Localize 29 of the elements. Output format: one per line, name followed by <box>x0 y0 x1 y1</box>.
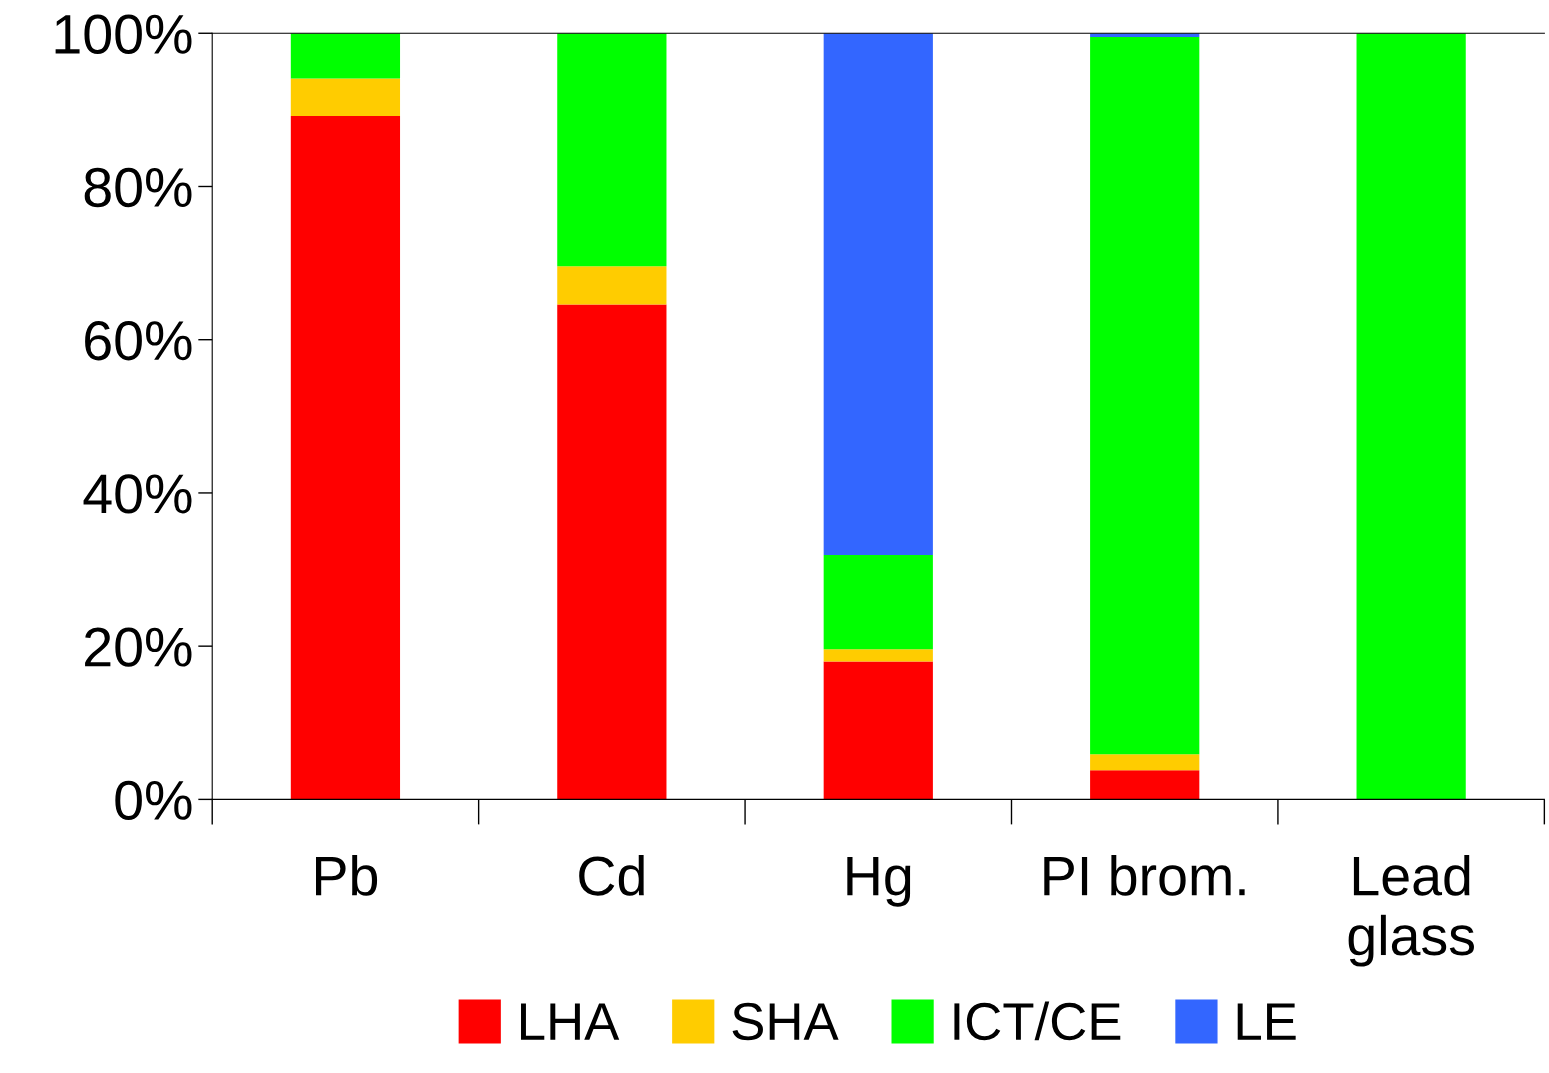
legend-label: SHA <box>732 1002 839 1041</box>
bar <box>1090 770 1200 800</box>
y-tick-label: 20% <box>85 627 192 667</box>
y-tick-label: 0% <box>115 780 192 821</box>
bar <box>557 304 667 800</box>
bar <box>823 554 933 650</box>
bar <box>557 266 667 305</box>
y-tick-label: 100% <box>55 14 192 54</box>
bar <box>290 78 401 116</box>
bar <box>823 661 933 800</box>
bar <box>290 116 401 800</box>
bar <box>290 33 401 79</box>
x-tick-label: Pb <box>316 854 378 896</box>
legend-label: LHA <box>521 1003 620 1040</box>
x-tick-label: Cd <box>579 854 644 896</box>
bar <box>557 33 667 267</box>
bar <box>1356 33 1466 800</box>
bar <box>1090 754 1200 771</box>
x-tick-label: PI brom. <box>1044 854 1245 896</box>
bar <box>823 33 933 555</box>
y-tick-label: 60% <box>85 321 192 361</box>
bar <box>823 649 933 662</box>
x-tick-label: Hg <box>847 856 911 907</box>
legend-label: LE <box>1237 1003 1296 1040</box>
y-tick-label: 40% <box>83 474 192 514</box>
bar <box>1090 37 1200 755</box>
x-tick-label: Lead glass <box>1348 854 1474 967</box>
y-tick-label: 80% <box>84 167 192 208</box>
legend-label: ICT/CE <box>954 1001 1121 1041</box>
